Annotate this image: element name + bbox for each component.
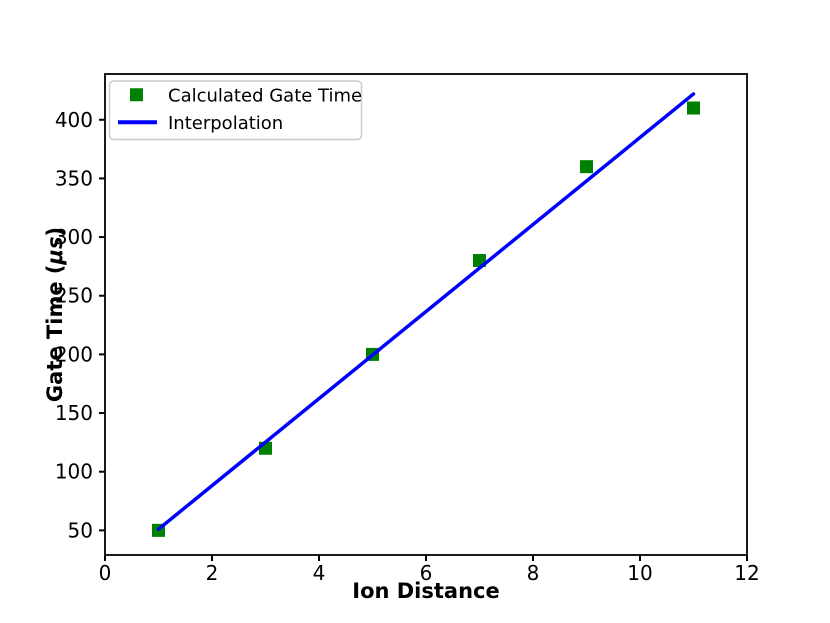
legend-box [108, 80, 363, 141]
y-tick-label: 200 [55, 342, 93, 366]
x-tick-label: 8 [527, 561, 540, 585]
x-tick-label: 12 [734, 561, 759, 585]
y-tick-label: 100 [55, 460, 93, 484]
y-tick-label: 400 [55, 108, 93, 132]
x-tick-label: 4 [313, 561, 326, 585]
legend-label: Interpolation [168, 113, 283, 134]
interpolation-line [156, 92, 696, 531]
legend-marker-square [130, 88, 143, 102]
x-tick-label: 0 [99, 561, 112, 585]
data-point-marker [580, 160, 593, 174]
y-tick-label: 350 [55, 166, 93, 190]
y-axis-label: Gate Time (μs) [43, 227, 67, 402]
x-tick-label: 6 [420, 561, 433, 585]
scatter-series [152, 101, 700, 537]
plot-area [104, 73, 748, 556]
x-axis-label: Ion Distance [352, 579, 499, 603]
series-group [152, 92, 700, 537]
legend: Calculated Gate Time Interpolation [108, 80, 363, 141]
x-tick-label: 10 [627, 561, 652, 585]
legend-label: Calculated Gate Time [168, 85, 362, 106]
x-tick-label: 2 [206, 561, 219, 585]
x-axis: 0 2 4 6 8 10 12 Ion Distance [99, 555, 760, 603]
y-tick-label: 50 [68, 518, 93, 542]
y-tick-label: 250 [55, 284, 93, 308]
y-tick-label: 150 [55, 401, 93, 425]
plot-border [104, 73, 748, 556]
y-axis: 50 100 150 200 250 300 350 400 Gate Time (μs) [43, 108, 105, 542]
data-point-marker [687, 101, 700, 115]
y-tick-label: 300 [55, 225, 93, 249]
